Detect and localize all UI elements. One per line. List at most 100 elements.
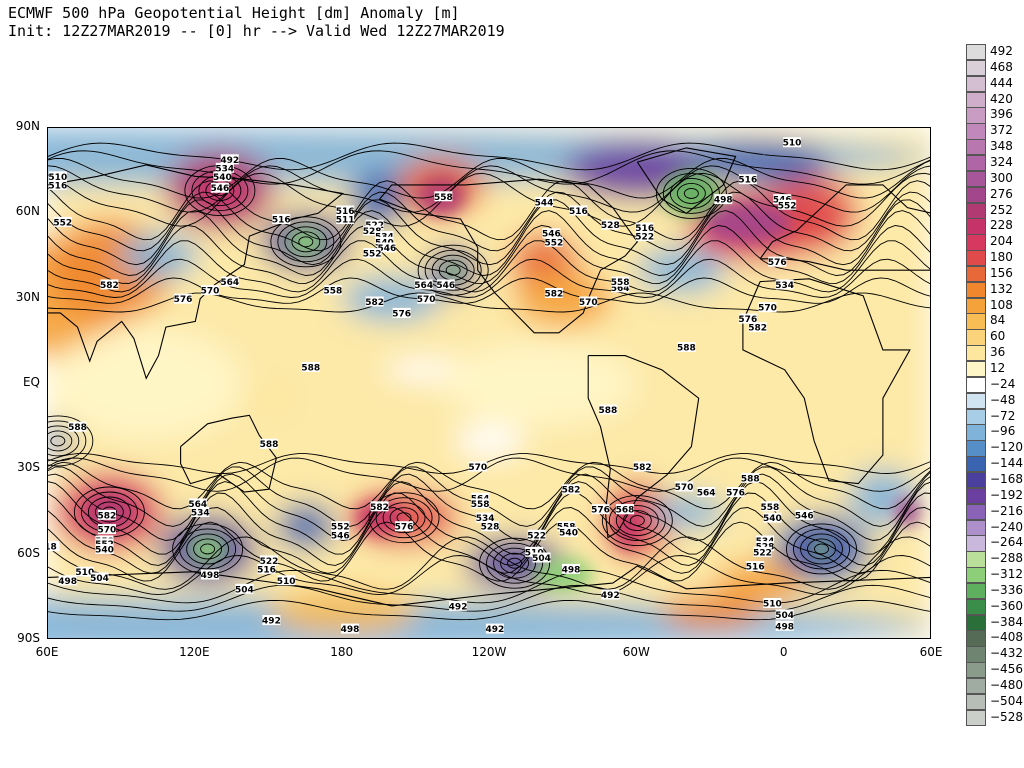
colorbar-swatch (966, 250, 986, 267)
svg-text:528: 528 (481, 523, 500, 533)
colorbar-level-label: 348 (990, 139, 1013, 154)
svg-text:498: 498 (714, 196, 733, 206)
svg-text:528: 528 (601, 221, 620, 231)
contour-label: 492 (220, 154, 239, 166)
contour-label: 522 (753, 546, 772, 558)
contour-label: 540 (763, 512, 782, 524)
svg-text:504: 504 (775, 611, 794, 621)
contour-label: 546 (210, 182, 229, 194)
contour-label: 558 (611, 276, 630, 288)
latitude-tick-label: 90N (15, 119, 40, 133)
contour-label: 528 (601, 219, 620, 231)
contour-label: 516 (746, 561, 765, 573)
svg-text:576: 576 (726, 489, 745, 499)
colorbar-swatch (966, 646, 986, 663)
contour-label: 582 (633, 461, 652, 473)
contour-label: 511 (336, 214, 355, 226)
colorbar-swatch (966, 440, 986, 457)
contour-label: 528 (481, 521, 500, 533)
svg-text:552: 552 (53, 218, 72, 228)
contour-label: 546 (377, 242, 396, 254)
longitude-tick-label: 60E (35, 645, 59, 659)
colorbar-swatch (966, 567, 986, 584)
colorbar-level-label: 156 (990, 265, 1013, 280)
contour-label: 498 (775, 620, 794, 632)
latitude-tick-label: 60S (17, 545, 40, 560)
contour-label: 492 (601, 589, 620, 601)
map-title: ECMWF 500 hPa Geopotential Height [dm] A… (8, 4, 460, 22)
contour-label: 516 (336, 205, 355, 217)
svg-text:498: 498 (562, 565, 581, 575)
contour-label: 570 (417, 293, 436, 305)
contour-label: 558 (471, 498, 490, 510)
colorbar-swatch (966, 709, 986, 727)
contour-label: 576 (738, 313, 757, 325)
colorbar-level-label: 324 (990, 154, 1013, 169)
colorbar-swatch (966, 202, 986, 219)
svg-text:492: 492 (449, 602, 468, 612)
svg-text:540: 540 (213, 173, 232, 183)
svg-text:564: 564 (188, 500, 207, 510)
map-subtitle: Init: 12Z27MAR2019 -- [0] hr --> Valid W… (8, 22, 505, 40)
contour-label: 498 (562, 563, 581, 575)
contour-label: 544 (535, 196, 553, 208)
contour-label: 516 (569, 205, 588, 217)
svg-text:516: 516 (569, 207, 588, 217)
colorbar-swatch (966, 345, 986, 362)
contour-label: 588 (677, 342, 696, 354)
colorbar-swatch (966, 582, 986, 600)
contour-label: 582 (98, 509, 116, 521)
svg-text:546: 546 (795, 511, 814, 521)
svg-text:504: 504 (90, 574, 109, 584)
longitude-tick-label: 60W (622, 645, 650, 659)
svg-text:564: 564 (220, 278, 239, 288)
svg-text:564: 564 (697, 489, 716, 499)
svg-text:522: 522 (527, 531, 546, 541)
svg-text:582: 582 (365, 298, 384, 308)
colorbar-swatch (966, 535, 986, 552)
contour-label: 492 (262, 615, 281, 627)
contour-label: 552 (778, 199, 797, 211)
contour-label: 540 (213, 171, 232, 183)
colorbar-level-label: −192 (990, 487, 1023, 502)
colorbar-swatch (966, 456, 986, 473)
colorbar-level-label: −72 (990, 408, 1016, 423)
contour-label: 498 (58, 575, 77, 587)
colorbar-level-label: 300 (990, 170, 1013, 185)
colorbar-swatch (966, 154, 986, 172)
contour-label: 498 (341, 623, 359, 635)
svg-text:510: 510 (277, 577, 296, 587)
contour-label: 546 (331, 529, 350, 541)
colorbar-level-label: 492 (990, 44, 1013, 58)
contour-label: 570 (579, 296, 598, 308)
colorbar-level-label: 420 (990, 91, 1013, 106)
contour-label: 558 (323, 285, 342, 297)
longitude-tick-label: 120E (179, 645, 210, 659)
latitude-tick-label: EQ (22, 375, 40, 389)
contour-label: 552 (363, 248, 382, 260)
colorbar-swatch (966, 75, 986, 93)
svg-text:516: 516 (272, 216, 291, 226)
latitude-tick-label: 30N (15, 289, 40, 304)
contour-label: 576 (726, 487, 745, 499)
contour-label: 582 (562, 484, 580, 496)
svg-text:504: 504 (235, 585, 254, 595)
contour-label: 570 (468, 461, 487, 473)
contour-label: 564 (220, 276, 239, 288)
svg-text:588: 588 (68, 423, 87, 433)
colorbar-swatch (966, 59, 986, 77)
svg-text:564: 564 (611, 284, 630, 294)
longitude-tick-label: 0 (779, 645, 788, 659)
contour-label: 516 (738, 174, 757, 186)
contour-label: 576 (591, 504, 610, 516)
contour-label: 492 (449, 600, 468, 612)
colorbar-swatch (966, 107, 986, 124)
contour-label: 558 (434, 191, 453, 203)
svg-text:546: 546 (436, 281, 455, 291)
colorbar-level-label: −48 (990, 392, 1016, 407)
svg-text:534: 534 (191, 509, 210, 519)
svg-text:492: 492 (262, 617, 281, 627)
colorbar-level-label: 444 (990, 75, 1013, 90)
svg-text:570: 570 (468, 463, 487, 473)
svg-text:540: 540 (95, 545, 114, 555)
